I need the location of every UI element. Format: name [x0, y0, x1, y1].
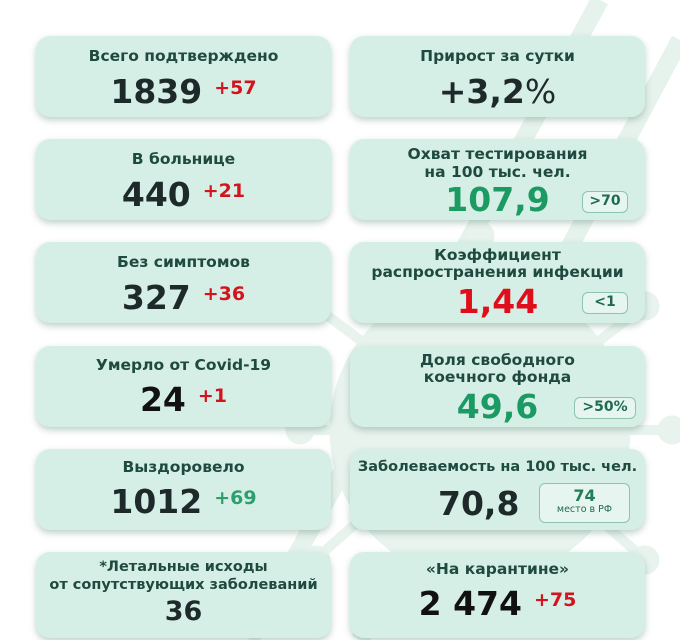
- beds-value: 49,6: [456, 387, 539, 426]
- comorbid-value: 36: [164, 596, 203, 627]
- card-title: Заболеваемость на 100 тыс. чел.: [357, 459, 638, 475]
- rank-label: место в РФ: [556, 504, 613, 515]
- card-title-line1: *Летальные исходы: [99, 559, 268, 575]
- spread-norm-badge: <1: [582, 292, 628, 314]
- rank-number: 74: [573, 486, 596, 505]
- confirmed-delta: +57: [214, 77, 257, 99]
- died-value: 24: [139, 380, 186, 419]
- card-comorbid-deaths: *Летальные исходы от сопутствующих забол…: [36, 552, 331, 638]
- asymptomatic-value: 327: [121, 278, 191, 317]
- card-title: В больнице: [131, 150, 236, 168]
- incidence-value: 70,8: [438, 484, 520, 523]
- card-hospital: В больнице 440 +21: [36, 139, 331, 220]
- card-title-line1: Доля свободного: [420, 351, 575, 369]
- card-died: Умерло от Covid-19 24 +1: [36, 346, 331, 427]
- card-title: Умерло от Covid-19: [95, 356, 272, 374]
- card-title-line2: на 100 тыс. чел.: [424, 163, 571, 181]
- card-title-line1: Охват тестирования: [407, 145, 588, 163]
- spread-value: 1,44: [456, 282, 539, 321]
- testing-value: 107,9: [445, 180, 550, 219]
- card-title-line2: распространения инфекции: [371, 263, 624, 281]
- daily-growth-value: +3,2%: [438, 72, 557, 111]
- recovered-delta: +69: [214, 487, 257, 509]
- card-title: Выздоровело: [122, 458, 245, 476]
- incidence-rank-badge: 74 место в РФ: [539, 483, 630, 523]
- card-recovered: Выздоровело 1012 +69: [36, 449, 331, 530]
- confirmed-value: 1839: [110, 72, 203, 111]
- card-title: Без симптомов: [117, 253, 250, 271]
- testing-norm-badge: >70: [582, 191, 628, 213]
- card-title: Всего подтверждено: [88, 47, 279, 65]
- card-quarantine: «На карантине» 2 474 +75: [350, 552, 645, 638]
- card-free-beds: Доля свободного коечного фонда 49,6 >50%: [350, 346, 645, 427]
- recovered-value: 1012: [110, 482, 203, 521]
- card-total-confirmed: Всего подтверждено 1839 +57: [36, 36, 331, 117]
- percent-sign: %: [524, 72, 557, 111]
- card-spread-coefficient: Коэффициент распространения инфекции 1,4…: [350, 242, 645, 323]
- card-title: «На карантине»: [425, 560, 570, 578]
- died-delta: +1: [197, 385, 228, 407]
- card-asymptomatic: Без симптомов 327 +36: [36, 242, 331, 323]
- quarantine-value: 2 474: [418, 584, 522, 623]
- card-title-line2: коечного фонда: [423, 368, 572, 386]
- beds-norm-badge: >50%: [574, 397, 636, 419]
- card-title: Прирост за сутки: [420, 47, 575, 65]
- quarantine-delta: +75: [533, 589, 577, 611]
- card-title-line1: Коэффициент: [434, 246, 561, 264]
- card-title-line2: от сопутствующих заболеваний: [49, 577, 318, 593]
- card-testing-coverage: Охват тестирования на 100 тыс. чел. 107,…: [350, 139, 645, 220]
- hospital-value: 440: [121, 175, 191, 214]
- asymptomatic-delta: +36: [202, 283, 246, 305]
- card-daily-growth: Прирост за сутки +3,2%: [350, 36, 645, 117]
- hospital-delta: +21: [202, 180, 246, 202]
- card-incidence: Заболеваемость на 100 тыс. чел. 70,8 74 …: [350, 449, 645, 530]
